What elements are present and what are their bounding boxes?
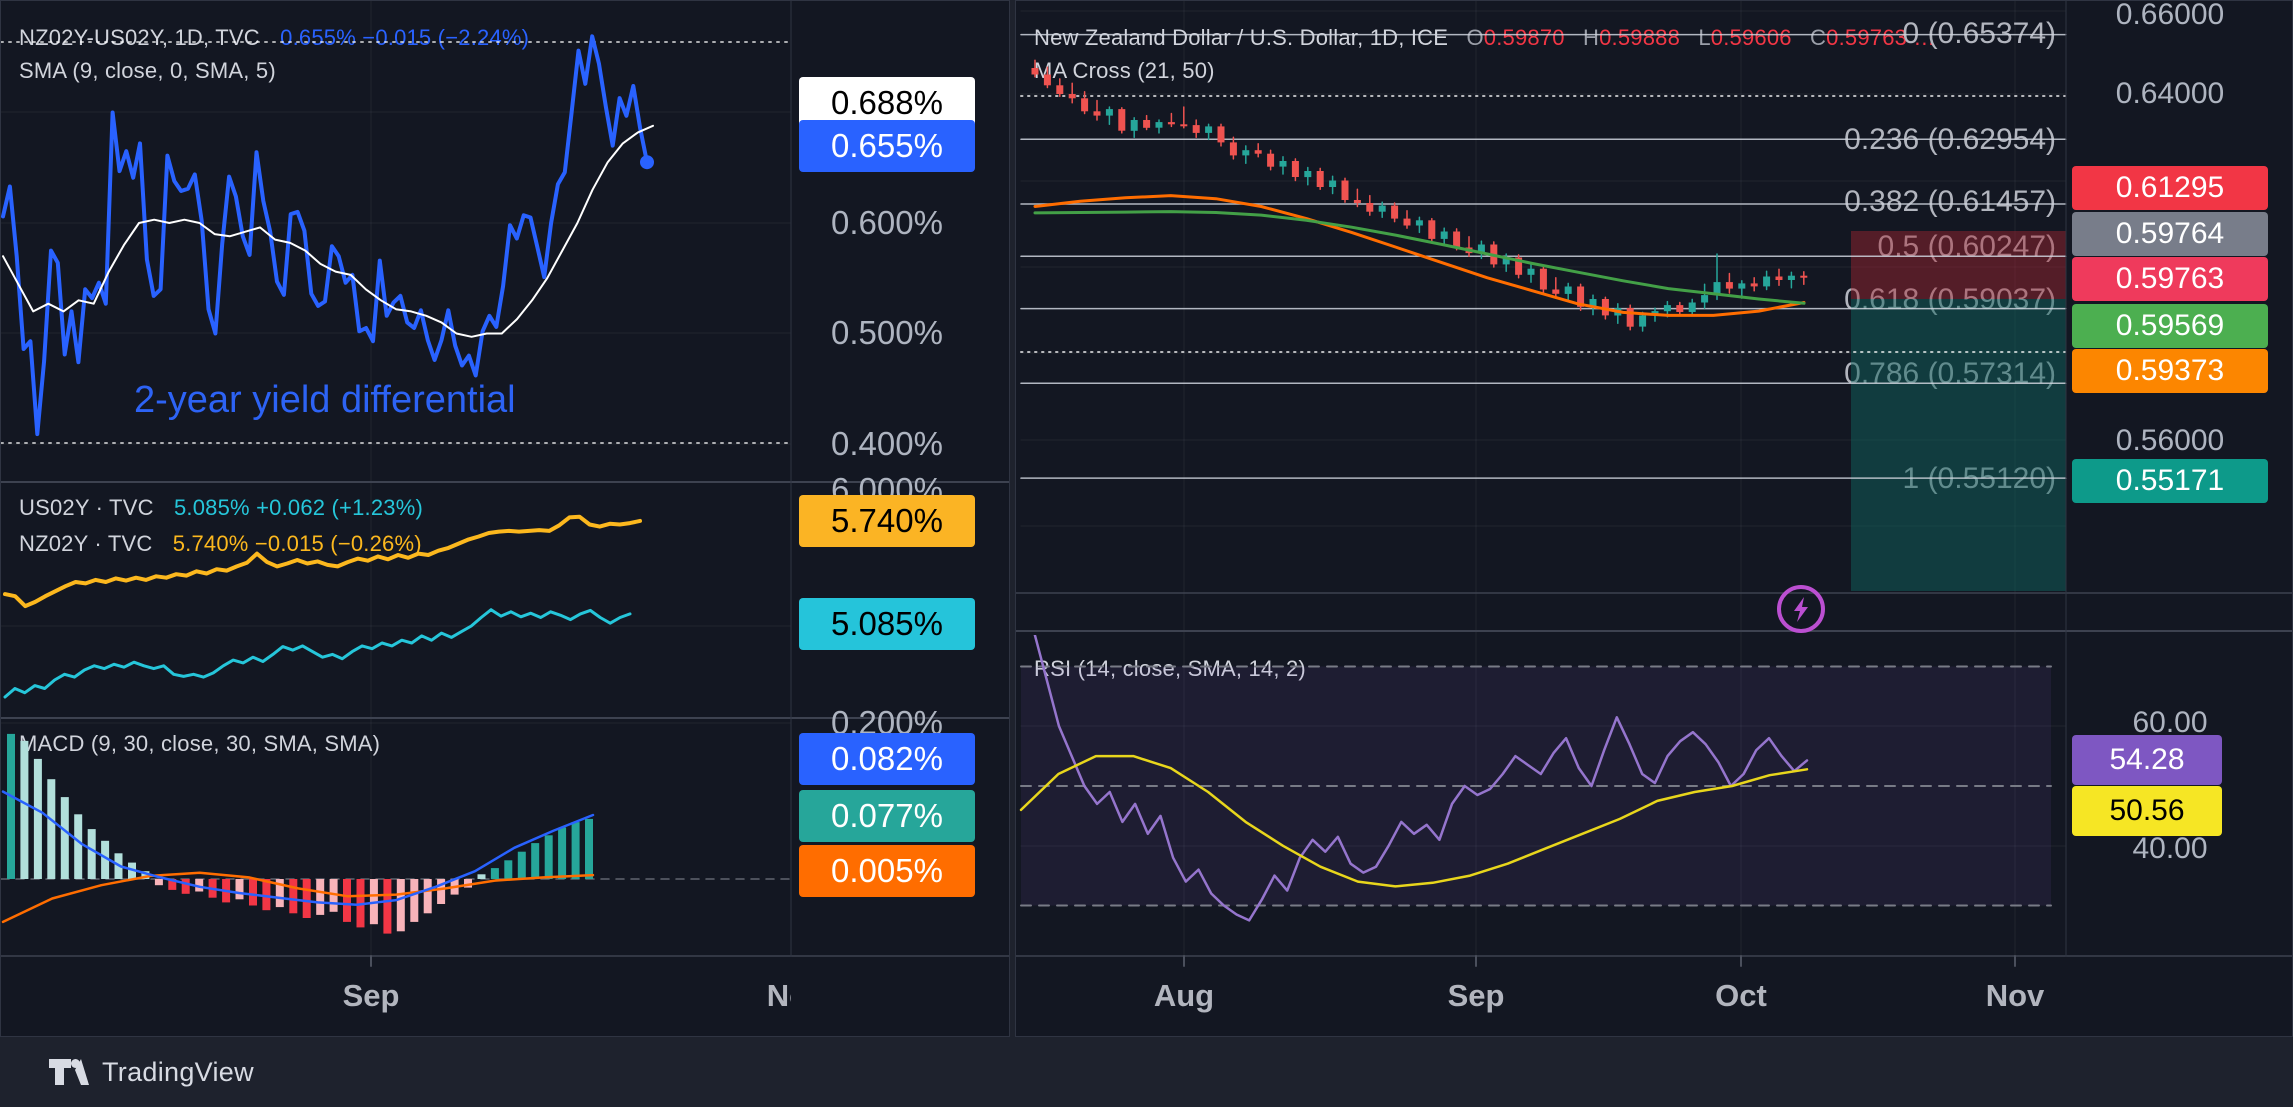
nz02y-legend-row[interactable]: NZ02Y · TVC 5.740% −0.015 (−0.26%)	[19, 531, 422, 557]
spread-values: 0.655% −0.015 (−2.24%)	[280, 25, 530, 50]
rsi-label: 50.56	[2072, 786, 2222, 836]
left-time-scale[interactable]: Sep Nov	[1, 956, 791, 1036]
spread-symbol-title: NZ02Y-US02Y, 1D, TVC	[19, 25, 260, 50]
fib-level-label: 0.786 (0.57314)	[1844, 357, 2056, 390]
price-label: 0.59373	[2072, 349, 2268, 393]
time-label: Nov	[766, 978, 791, 1013]
fib-level-label: 0 (0.65374)	[1902, 17, 2056, 50]
price-label: 0.59764	[2072, 212, 2268, 256]
price-label: 0.64000	[2115, 77, 2225, 110]
price-label: 0.66000	[2115, 0, 2225, 31]
time-label: Oct	[1715, 978, 1767, 1013]
fib-level-label: 0.5 (0.60247)	[1877, 230, 2056, 263]
tradingview-watermark[interactable]: TradingView	[48, 1048, 254, 1096]
right-price-scale[interactable]: 0.66000 0.64000 0.56000 0.61295 0.59764 0.597…	[2066, 0, 2292, 956]
high-key: H	[1583, 25, 1600, 50]
price-label: 0.082%	[799, 733, 975, 785]
tradingview-watermark-text: TradingView	[102, 1056, 254, 1087]
spread-sma-legend[interactable]: SMA (9, close, 0, SMA, 5)	[19, 58, 276, 84]
right-chart-panel[interactable]: New Zealand Dollar / U.S. Dollar, 1D, IC…	[1015, 0, 2293, 1037]
lightning-fib-icon[interactable]	[1775, 583, 1827, 635]
nzdusd-symbol-title: New Zealand Dollar / U.S. Dollar, 1D, IC…	[1034, 25, 1449, 50]
fib-level-label: 0.382 (0.61457)	[1844, 185, 2056, 218]
open-key: O	[1466, 25, 1484, 50]
price-label: 5.085%	[799, 598, 975, 650]
price-label: 0.400%	[831, 425, 943, 462]
price-label: 0.500%	[831, 314, 943, 351]
price-label: 0.600%	[831, 204, 943, 241]
fib-level-label: 0.618 (0.59037)	[1844, 283, 2056, 316]
left-chart-panel[interactable]: NZ02Y-US02Y, 1D, TVC 0.655% −0.015 (−2.2…	[0, 0, 1010, 1037]
ma-cross-label: MA Cross (21, 50)	[1034, 58, 1215, 83]
price-label: 0.005%	[799, 845, 975, 897]
price-label: 5.740%	[799, 495, 975, 547]
ohlc-ellipsis: …	[1913, 25, 1936, 50]
high-value: 0.59888	[1599, 25, 1681, 50]
time-label: Nov	[1985, 978, 2045, 1013]
tradingview-logo-icon	[49, 1059, 89, 1085]
low-key: L	[1698, 25, 1711, 50]
spread-legend-row[interactable]: NZ02Y-US02Y, 1D, TVC 0.655% −0.015 (−2.2…	[19, 25, 529, 51]
close-value: 0.59763	[1826, 25, 1908, 50]
price-label: 0.56000	[2115, 424, 2225, 457]
nz02y-values: 5.740% −0.015 (−0.26%)	[172, 531, 422, 556]
us02y-symbol: US02Y · TVC	[19, 495, 154, 520]
macd-legend-row[interactable]: MACD (9, 30, close, 30, SMA, SMA)	[19, 731, 380, 757]
open-value: 0.59870	[1483, 25, 1565, 50]
yield-differential-annotation[interactable]: 2-year yield differential	[134, 379, 516, 421]
rsi-legend-row[interactable]: RSI (14, close, SMA, 14, 2)	[1034, 656, 1306, 682]
close-key: C	[1810, 25, 1827, 50]
price-label: 0.077%	[799, 790, 975, 842]
rsi-label: 40.00	[2132, 832, 2208, 865]
low-value: 0.59606	[1710, 25, 1792, 50]
us02y-legend-row[interactable]: US02Y · TVC 5.085% +0.062 (+1.23%)	[19, 495, 423, 521]
lightning-bolt-icon	[1777, 585, 1825, 633]
nzdusd-legend-row[interactable]: New Zealand Dollar / U.S. Dollar, 1D, IC…	[1034, 25, 1936, 51]
rsi-label: 60.00	[2132, 706, 2208, 739]
us02y-values: 5.085% +0.062 (+1.23%)	[173, 495, 424, 520]
rsi-indicator-label: RSI (14, close, SMA, 14, 2)	[1034, 656, 1306, 681]
macd-indicator-label: MACD (9, 30, close, 30, SMA, SMA)	[19, 731, 381, 756]
nz02y-symbol: NZ02Y · TVC	[19, 531, 153, 556]
price-label: 0.59763	[2072, 257, 2268, 301]
left-price-scale[interactable]: 0.600% 0.500% 0.400% 0.688% 0.655% 6.000% 5.74…	[791, 1, 1009, 956]
price-label: 0.59569	[2072, 304, 2268, 348]
time-label: Sep	[342, 978, 400, 1013]
time-label: Aug	[1153, 978, 1215, 1013]
ma-cross-legend[interactable]: MA Cross (21, 50)	[1034, 58, 1215, 84]
price-label: 0.61295	[2072, 166, 2268, 210]
fib-level-label: 1 (0.55120)	[1902, 462, 2056, 495]
time-label: Sep	[1447, 978, 1505, 1013]
right-time-scale[interactable]: Aug Sep Oct Nov	[1016, 956, 2066, 1036]
rsi-label: 54.28	[2072, 735, 2222, 785]
price-label: 0.655%	[799, 120, 975, 172]
price-label: 0.55171	[2072, 459, 2268, 503]
fib-level-label: 0.236 (0.62954)	[1844, 123, 2056, 156]
sma-indicator-label: SMA (9, close, 0, SMA, 5)	[19, 58, 276, 83]
